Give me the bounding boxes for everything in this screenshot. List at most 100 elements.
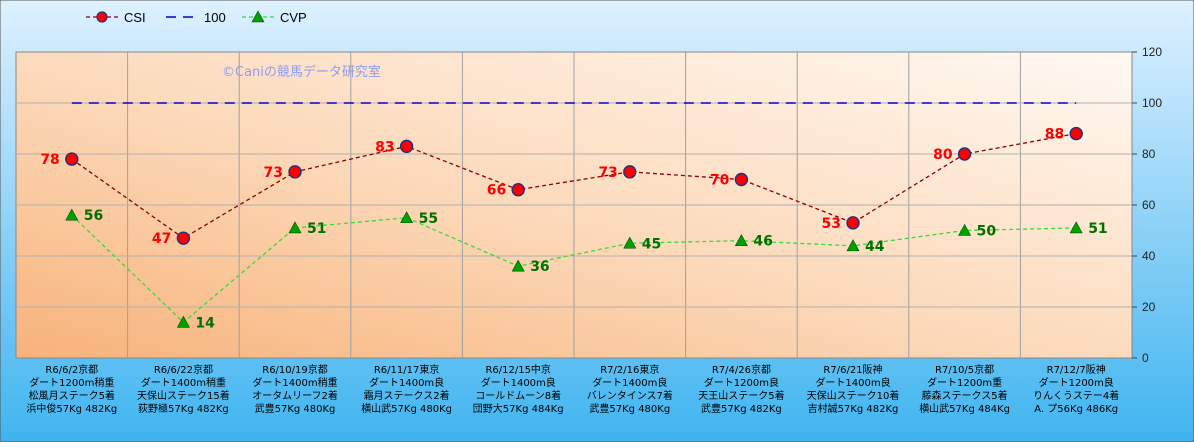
x-category-label: R7/2/16東京	[600, 363, 659, 376]
series-csi-line	[71, 132, 1077, 239]
csi-data-label: 73	[598, 165, 617, 181]
series-cvp-line	[71, 214, 1077, 324]
watermark: ©Caniの競馬データ研究室	[222, 64, 381, 80]
cvp-point	[288, 221, 302, 234]
x-category-label: 武豊57Kg 482Kg	[701, 402, 782, 415]
x-category-label: ダート1400m良	[815, 376, 890, 389]
x-category-label: ダート1400m稍重	[141, 376, 226, 389]
cvp-data-label: 51	[1088, 221, 1107, 237]
cvp-point	[1069, 221, 1083, 234]
x-category-label: ダート1200m良	[1039, 376, 1114, 389]
cvp-data-label: 50	[977, 224, 997, 240]
x-category-label: 横山武57Kg 484Kg	[919, 402, 1010, 415]
legend: CSI 100 CVP	[86, 10, 307, 25]
x-category-label: バレンタインス7着	[587, 389, 673, 402]
csi-point	[623, 165, 637, 179]
x-category-label: ダート1400m良	[369, 376, 444, 389]
legend-cvp-marker	[251, 10, 265, 23]
legend-100-label: 100	[204, 10, 226, 25]
x-category-label: ダート1200m重	[927, 376, 1002, 389]
cvp-data-label: 46	[753, 234, 772, 250]
x-category-label: 松風月ステーク5着	[29, 389, 115, 402]
y-tick-label: 120	[1142, 45, 1162, 59]
y-tick-label: 40	[1142, 249, 1156, 263]
cvp-data-label: 36	[530, 259, 549, 275]
legend-cvp-label: CVP	[280, 10, 307, 25]
csi-point	[511, 182, 525, 197]
y-axis-ticks: 0 20 40 60 80 100 120	[1132, 45, 1162, 365]
x-category-label: 横山武57Kg 480Kg	[361, 402, 452, 415]
cvp-data-label: 51	[307, 221, 326, 237]
csi-data-label: 78	[40, 152, 59, 168]
cvp-point	[65, 208, 79, 221]
x-category-label: ダート1200m稍重	[29, 376, 114, 389]
csi-point	[957, 147, 972, 161]
x-category-label: R6/6/22京都	[154, 363, 213, 376]
x-category-label: A. プ56Kg 486Kg	[1034, 403, 1118, 415]
csi-data-label: 53	[822, 216, 841, 232]
x-category-label: 武豊57Kg 480Kg	[589, 402, 670, 415]
cvp-data-label: 45	[642, 236, 661, 252]
y-tick-label: 80	[1142, 147, 1156, 161]
y-tick-label: 60	[1142, 198, 1156, 212]
x-category-label: りんくうステー4着	[1033, 389, 1119, 402]
x-category-label: ダート1400m良	[481, 376, 556, 389]
cvp-point	[511, 259, 525, 272]
x-category-label: R7/10/5京都	[935, 363, 994, 376]
x-category-label: 天保山ステーク10着	[807, 389, 900, 402]
x-category-label: 団野大57Kg 484Kg	[473, 402, 564, 415]
x-category-label: R6/11/17東京	[374, 363, 440, 376]
csi-point	[288, 165, 302, 179]
x-category-label: R7/4/26京都	[712, 363, 771, 376]
cvp-point	[176, 315, 190, 328]
csi-data-label: 47	[152, 231, 171, 247]
cvp-point	[400, 211, 414, 224]
csi-data-label: 80	[933, 147, 953, 163]
cvp-data-label: 14	[195, 315, 215, 331]
cvp-data-label: 56	[84, 208, 103, 224]
csi-point	[399, 139, 414, 154]
cvp-point	[623, 236, 637, 249]
series-layer: 56 14 51 55 36 45 46 44 50 51 78 47 73 83 66 73 70 53 80 88	[40, 102, 1108, 331]
x-category-label: ダート1400m稍重	[252, 376, 337, 389]
csi-data-label: 66	[487, 183, 506, 199]
x-category-label: コールドムーン8着	[475, 389, 561, 402]
x-category-label: ダート1200m良	[704, 376, 779, 389]
legend-csi-label: CSI	[124, 10, 146, 25]
x-category-label: オータムリーフ2着	[252, 389, 338, 402]
csi-data-label: 70	[710, 173, 730, 189]
csi-point	[176, 231, 191, 245]
cvp-point	[734, 234, 748, 246]
x-category-label: R6/6/2京都	[45, 363, 98, 376]
x-category-label: 天王山ステーク5着	[698, 389, 784, 402]
x-category-label: 吉村誠57Kg 482Kg	[808, 402, 899, 415]
x-category-label: 霜月ステークス2着	[364, 389, 450, 402]
x-category-label: 荻野極57Kg 482Kg	[138, 402, 229, 415]
legend-csi-marker	[96, 11, 108, 23]
x-category-label: R7/6/21阪神	[823, 363, 882, 376]
x-category-label: ダート1400m良	[592, 376, 667, 389]
x-category-label: R6/12/15中京	[485, 363, 551, 376]
csi-point	[846, 216, 860, 230]
y-tick-label: 100	[1142, 96, 1162, 110]
csi-data-label: 73	[264, 165, 283, 181]
csi-point	[1069, 126, 1083, 141]
x-category-label: 藤森ステークス5着	[922, 389, 1008, 402]
x-category-label: R6/10/19京都	[262, 363, 328, 376]
y-tick-label: 20	[1142, 300, 1156, 314]
csi-point	[65, 152, 79, 166]
csi-data-label: 88	[1045, 127, 1064, 143]
x-category-label: R7/12/7阪神	[1047, 363, 1106, 376]
x-category-label: 天保山ステーク15着	[137, 389, 230, 402]
x-category-label: 浜中俊57Kg 482Kg	[26, 402, 117, 415]
csi-point	[734, 172, 749, 187]
x-category-label: 武豊57Kg 480Kg	[255, 402, 336, 415]
cvp-data-label: 55	[419, 211, 438, 227]
csi-data-label: 83	[375, 139, 394, 155]
y-tick-label: 0	[1142, 351, 1149, 365]
cvp-point	[958, 223, 972, 236]
cvp-point	[846, 239, 860, 252]
cvp-data-label: 44	[865, 239, 885, 255]
